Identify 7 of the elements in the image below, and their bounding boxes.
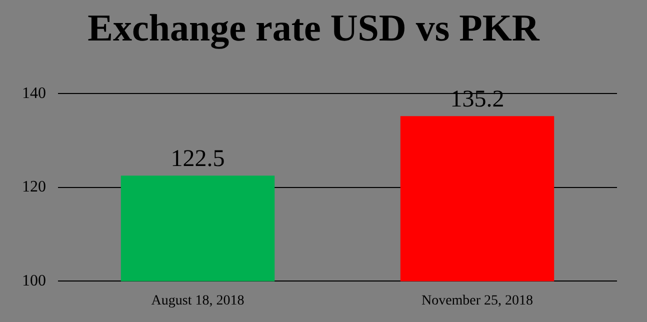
x-tick-label: August 18, 2018 <box>151 293 244 308</box>
x-tick-label: November 25, 2018 <box>421 293 534 308</box>
y-tick-label: 100 <box>22 272 46 290</box>
data-label: 122.5 <box>170 146 225 172</box>
chart-title: Exchange rate USD vs PKR <box>88 8 540 50</box>
y-tick-label: 140 <box>22 84 46 102</box>
y-tick-label: 120 <box>22 178 46 196</box>
